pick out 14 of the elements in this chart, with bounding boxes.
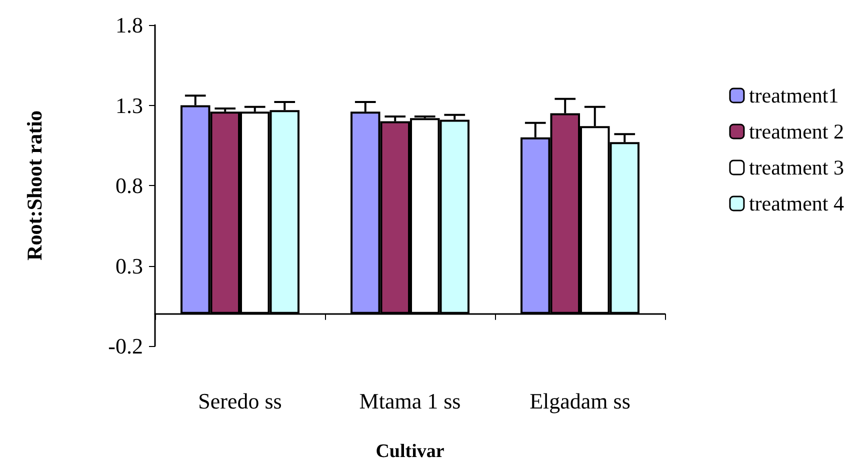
x-tick-label: Seredo ss — [198, 388, 282, 414]
legend-label: treatment1 — [748, 84, 839, 108]
legend-label: treatment 3 — [748, 156, 844, 180]
y-tick-label: 0.8 — [116, 173, 143, 198]
y-tick-label: 1.8 — [116, 12, 143, 38]
x-tick-label: Elgadam ss — [530, 388, 630, 414]
y-tick-label: -0.2 — [108, 334, 143, 358]
y-tick-label: 0.3 — [116, 253, 143, 278]
x-axis-title: Cultivar — [376, 441, 445, 462]
legend-label: treatment 2 — [748, 120, 844, 144]
y-axis-title: Root:Shoot ratio — [22, 110, 46, 260]
legend-label: treatment 4 — [748, 192, 844, 216]
x-tick-label: Mtama 1 ss — [359, 388, 461, 414]
y-tick-label: 1.3 — [116, 92, 143, 118]
